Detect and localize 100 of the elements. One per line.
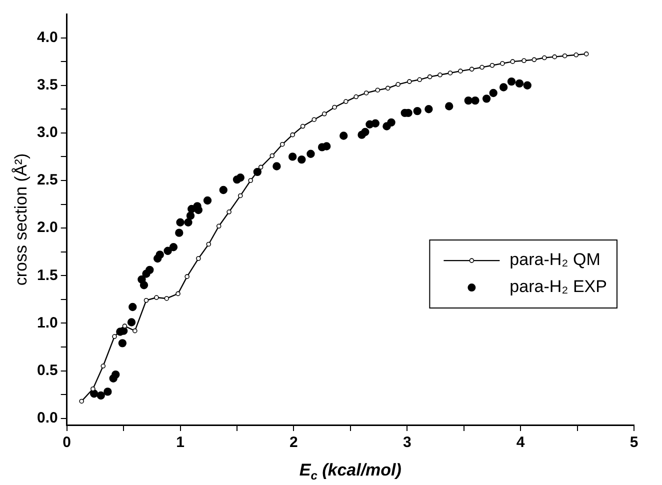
y-tick-label: 1.5	[36, 266, 58, 284]
point	[480, 64, 484, 70]
point	[438, 72, 442, 78]
point	[258, 164, 264, 170]
point	[427, 74, 432, 80]
point	[154, 295, 159, 300]
point	[156, 250, 164, 259]
point	[280, 142, 285, 147]
point	[236, 174, 244, 182]
point	[500, 61, 505, 66]
point	[522, 58, 526, 64]
point	[176, 291, 180, 296]
point	[322, 111, 327, 116]
point	[510, 59, 516, 64]
point	[489, 88, 498, 98]
point	[203, 196, 212, 205]
point	[490, 62, 495, 68]
point	[507, 77, 516, 86]
point	[562, 53, 568, 58]
point	[216, 224, 222, 229]
point	[272, 162, 281, 170]
y-tick-label: 3.5	[36, 76, 58, 94]
point	[186, 212, 195, 220]
legend-label: para-H₂ EXP	[510, 277, 607, 296]
y-tick-label: 2.5	[36, 172, 58, 189]
point	[448, 70, 453, 76]
point	[458, 68, 463, 74]
point	[184, 274, 190, 279]
point	[196, 256, 201, 261]
x-tick-label: 1	[176, 434, 184, 452]
point	[532, 57, 537, 62]
point	[482, 94, 491, 103]
y-tick-label: 4.0	[36, 28, 58, 46]
y-tick-label: 0.5	[36, 362, 58, 379]
point	[385, 86, 390, 91]
point	[340, 132, 348, 140]
point	[226, 209, 232, 214]
y-tick-label: 2.0	[36, 219, 58, 236]
point	[515, 79, 524, 88]
point	[288, 152, 297, 161]
point	[219, 186, 228, 194]
point	[100, 364, 106, 368]
point	[584, 52, 589, 56]
point	[471, 96, 480, 105]
point	[361, 128, 370, 136]
x-tick-label: 3	[402, 434, 412, 452]
x-tick-label: 5	[630, 434, 638, 452]
point	[332, 104, 337, 110]
point	[300, 124, 306, 129]
point	[104, 388, 112, 396]
point	[90, 386, 96, 392]
point	[552, 54, 557, 60]
y-tick-label: 3.0	[36, 124, 58, 142]
point	[146, 266, 154, 274]
x-tick-label: 2	[290, 434, 298, 452]
point	[375, 88, 380, 93]
point	[396, 82, 400, 87]
point	[96, 391, 105, 400]
point	[238, 193, 243, 198]
x-tick-label: 0	[62, 434, 72, 452]
point	[184, 218, 192, 226]
point	[417, 77, 422, 82]
x-tick-label: 4	[516, 434, 526, 452]
y-tick-label: 0.0	[36, 409, 58, 426]
point	[322, 142, 331, 150]
point	[371, 119, 380, 128]
point	[128, 302, 137, 312]
point	[169, 242, 178, 252]
point	[312, 117, 317, 122]
point	[112, 334, 117, 339]
point	[122, 324, 128, 328]
point	[364, 90, 369, 96]
point	[290, 132, 295, 138]
point	[387, 118, 396, 127]
point	[469, 66, 474, 72]
point	[132, 328, 138, 334]
point	[499, 83, 508, 92]
point	[176, 218, 184, 226]
point	[118, 339, 127, 348]
point	[144, 298, 149, 303]
point	[306, 150, 315, 158]
point	[354, 94, 358, 100]
point	[424, 105, 433, 114]
y-tick-label: 1.0	[36, 314, 58, 332]
point	[413, 106, 422, 116]
y-axis-title: cross section (Å²)	[12, 153, 31, 286]
point	[542, 55, 547, 60]
point	[127, 318, 136, 326]
point	[164, 296, 170, 301]
point	[270, 153, 275, 158]
point	[407, 79, 412, 84]
point	[574, 52, 579, 58]
point	[175, 228, 184, 237]
point	[79, 398, 84, 404]
point	[206, 242, 212, 247]
point	[343, 99, 348, 104]
point	[112, 370, 120, 379]
point	[248, 178, 254, 183]
point	[445, 102, 454, 110]
legend-label: para-H₂ QM	[510, 250, 600, 270]
